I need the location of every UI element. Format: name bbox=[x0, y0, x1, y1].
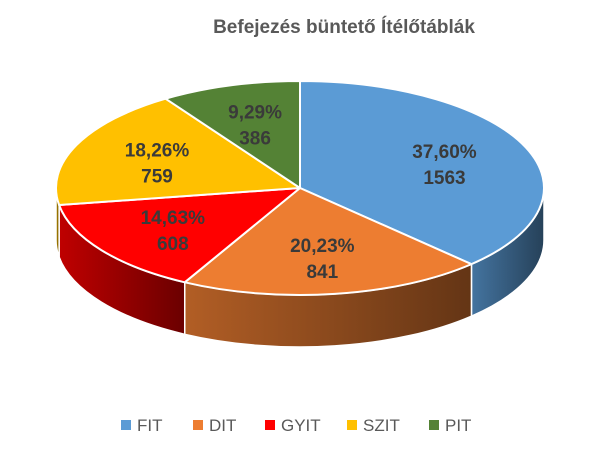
data-label-gyit: 14,63% 608 bbox=[141, 208, 206, 255]
percent-label-szit: 18,26% bbox=[125, 140, 190, 161]
legend-item-gyit: GYIT bbox=[265, 416, 321, 435]
value-label-pit: 386 bbox=[239, 128, 271, 149]
value-label-dit: 841 bbox=[306, 262, 338, 283]
percent-label-dit: 20,23% bbox=[290, 236, 355, 257]
pie-slice-szit bbox=[55, 97, 301, 207]
value-label-szit: 759 bbox=[141, 166, 173, 187]
value-label-gyit: 608 bbox=[157, 234, 189, 255]
legend-label-fit: FIT bbox=[137, 416, 163, 435]
pie-slice-dit bbox=[183, 187, 473, 296]
legend-item-dit: DIT bbox=[193, 416, 236, 435]
legend-swatch-gyit bbox=[265, 420, 275, 430]
slice-labels: 37,60% 1563 20,23% 841 14,63% 608 18,26% 759 9,2… bbox=[125, 102, 477, 282]
legend-item-fit: FIT bbox=[121, 416, 163, 435]
value-label-fit: 1563 bbox=[423, 168, 465, 189]
legend-item-szit: SZIT bbox=[347, 416, 400, 435]
legend-label-szit: SZIT bbox=[363, 416, 400, 435]
legend: FIT DIT GYIT SZIT PIT bbox=[121, 416, 471, 435]
percent-label-fit: 37,60% bbox=[412, 142, 477, 163]
legend-swatch-dit bbox=[193, 420, 203, 430]
pie-slice-fit bbox=[299, 80, 545, 266]
legend-label-dit: DIT bbox=[209, 416, 236, 435]
pie-slice-pit bbox=[164, 80, 301, 189]
pie-tops bbox=[55, 80, 545, 296]
data-label-szit: 18,26% 759 bbox=[125, 140, 190, 187]
legend-label-pit: PIT bbox=[445, 416, 471, 435]
data-label-pit: 9,29% 386 bbox=[228, 102, 282, 149]
legend-swatch-fit bbox=[121, 420, 131, 430]
legend-swatch-szit bbox=[347, 420, 357, 430]
pie-slice-gyit bbox=[58, 187, 301, 284]
legend-swatch-pit bbox=[429, 420, 439, 430]
percent-label-gyit: 14,63% bbox=[141, 208, 206, 229]
legend-label-gyit: GYIT bbox=[281, 416, 321, 435]
data-label-fit: 37,60% 1563 bbox=[412, 142, 477, 189]
percent-label-pit: 9,29% bbox=[228, 102, 282, 123]
legend-item-pit: PIT bbox=[429, 416, 471, 435]
chart-title: Befejezés büntető Ítélőtáblák bbox=[213, 16, 475, 38]
data-label-dit: 20,23% 841 bbox=[290, 236, 355, 283]
